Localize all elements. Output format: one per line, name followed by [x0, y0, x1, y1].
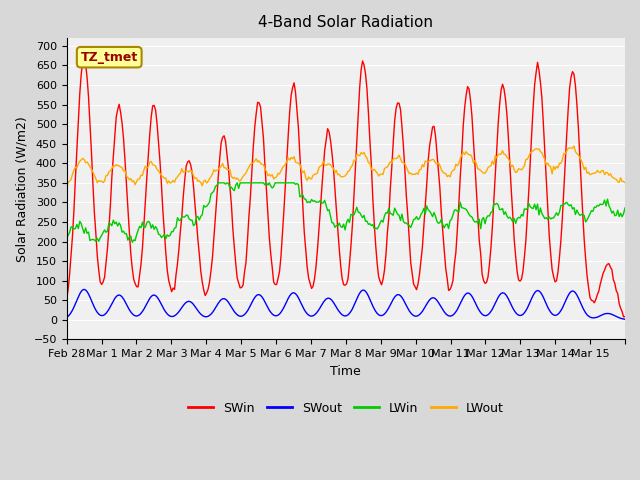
LWout — [82, 160, 90, 166]
LWout — [544, 160, 552, 166]
SWin — [100, 275, 108, 280]
SWout — [351, 300, 359, 305]
X-axis label: Time: Time — [330, 365, 361, 378]
LWin — [621, 205, 629, 211]
LWout — [350, 157, 358, 163]
Title: 4-Band Solar Radiation: 4-Band Solar Radiation — [259, 15, 433, 30]
LWout — [570, 143, 578, 149]
SWout — [80, 287, 88, 292]
SWin — [621, 313, 629, 319]
Text: TZ_tmet: TZ_tmet — [81, 51, 138, 64]
Line: LWin: LWin — [67, 183, 625, 242]
LWin — [129, 240, 136, 245]
Line: SWin: SWin — [67, 55, 625, 317]
Line: LWout: LWout — [67, 146, 625, 189]
SWin — [462, 93, 470, 98]
LWin — [464, 209, 472, 215]
SWin — [80, 52, 88, 58]
Y-axis label: Solar Radiation (W/m2): Solar Radiation (W/m2) — [15, 116, 28, 262]
SWout — [545, 307, 553, 313]
LWin — [63, 236, 70, 242]
LWout — [461, 152, 468, 157]
LWin — [214, 180, 222, 186]
LWin — [547, 216, 554, 222]
SWout — [63, 314, 70, 320]
SWout — [618, 316, 626, 322]
SWin — [620, 314, 627, 320]
Legend: SWin, SWout, LWin, LWout: SWin, SWout, LWin, LWout — [182, 397, 509, 420]
SWout — [462, 291, 470, 297]
SWout — [83, 288, 91, 294]
LWin — [620, 211, 627, 216]
SWin — [63, 296, 70, 302]
LWin — [82, 225, 90, 231]
SWin — [545, 232, 553, 238]
LWin — [99, 229, 107, 235]
LWin — [353, 204, 360, 210]
Line: SWout: SWout — [67, 289, 625, 319]
SWout — [621, 316, 629, 322]
SWout — [100, 312, 108, 318]
SWin — [618, 309, 626, 314]
LWout — [618, 179, 626, 184]
LWout — [621, 180, 629, 186]
SWin — [83, 74, 91, 80]
LWout — [99, 180, 107, 185]
LWout — [63, 186, 70, 192]
SWin — [351, 166, 359, 171]
